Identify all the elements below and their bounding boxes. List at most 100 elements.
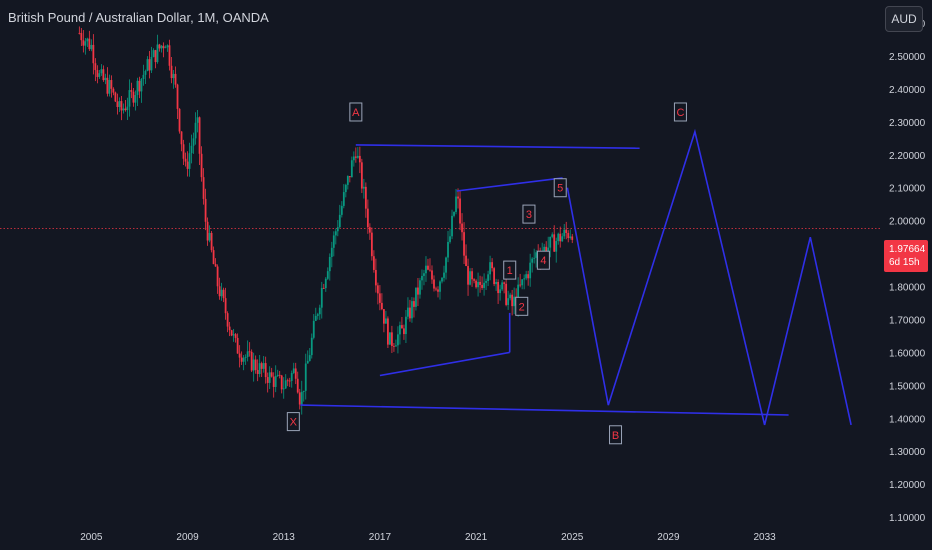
candle-body [409, 307, 411, 319]
y-tick-label: 1.80000 [889, 283, 926, 294]
x-tick-label: 2017 [369, 532, 392, 543]
wave-label-box [515, 296, 529, 316]
candle-body [200, 153, 203, 178]
candle-body [310, 337, 313, 356]
candle-body [304, 363, 307, 391]
currency-button[interactable]: AUD [885, 6, 923, 32]
wave-label-text: C [676, 107, 684, 119]
candle-body [214, 264, 217, 267]
candle-body [447, 241, 449, 258]
candle-body [126, 106, 129, 111]
candle-body [300, 391, 303, 405]
x-tick-label: 2009 [176, 532, 199, 543]
candle-body [208, 232, 211, 241]
candle-body [543, 246, 546, 253]
candle-body [529, 262, 532, 279]
x-tick-label: 2005 [80, 532, 103, 543]
y-tick-label: 2.20000 [889, 151, 926, 162]
candle-body [190, 145, 193, 154]
candle-body [306, 360, 309, 364]
candle-body [130, 90, 133, 92]
candle-body [491, 262, 493, 269]
wave-label-text: 1 [507, 265, 513, 277]
candle-body [451, 215, 453, 237]
candle-body [238, 353, 241, 358]
candle-body [302, 390, 305, 392]
candle-body [415, 287, 417, 307]
candle-body [374, 269, 377, 286]
wave-label-1: 1 [503, 260, 517, 280]
projected-path [566, 128, 852, 426]
candle-body [186, 161, 189, 169]
candle-body [236, 337, 239, 354]
wave-label-box [536, 250, 550, 270]
candle-body [499, 289, 502, 294]
candle-body [332, 235, 335, 248]
candle-body [112, 88, 115, 93]
candle-body [88, 38, 91, 50]
candle-body [312, 320, 315, 338]
candle-body [222, 289, 225, 299]
candle-body [421, 275, 423, 281]
y-tick-label: 1.30000 [889, 447, 926, 458]
candle-body [372, 256, 375, 270]
candle-body [220, 289, 223, 297]
candle-body [382, 309, 385, 324]
candle-body [387, 318, 389, 345]
candle-body [90, 44, 93, 50]
candle-body [324, 278, 327, 289]
candle-body [473, 279, 475, 281]
candle-body [489, 262, 491, 275]
candle-body [252, 359, 255, 371]
candle-body [513, 296, 516, 307]
candle-body [246, 351, 249, 357]
candle-body [445, 257, 447, 273]
candle-body [469, 271, 471, 285]
candle-body [571, 236, 574, 240]
y-tick-label: 1.40000 [889, 414, 926, 425]
candle-body [170, 65, 173, 79]
candle-body [120, 101, 123, 111]
candle-body [282, 388, 285, 390]
x-tick-label: 2013 [273, 532, 296, 543]
candle-body [358, 155, 361, 163]
candle-body [196, 117, 199, 123]
y-tick-label: 1.10000 [889, 513, 926, 524]
wave-label-text: 4 [540, 255, 546, 267]
candle-body [362, 186, 365, 189]
candle-body [380, 302, 383, 310]
candle-body [162, 45, 165, 49]
candle-body [511, 294, 514, 307]
candle-body [256, 370, 259, 374]
candle-body [403, 328, 405, 335]
candle-body [184, 158, 187, 162]
candle-body [366, 208, 369, 228]
y-tick-label: 1.50000 [889, 381, 926, 392]
candle-body [475, 280, 477, 288]
candle-body [194, 122, 197, 139]
candle-body [166, 45, 169, 48]
candle-body [124, 108, 127, 111]
candle-body [288, 380, 291, 382]
candle-body [146, 59, 149, 72]
y-tick-label: 2.00000 [889, 217, 926, 228]
candle-body [198, 117, 201, 154]
channel-top [456, 177, 563, 192]
candle-body [433, 279, 435, 289]
wave-label-box [349, 102, 363, 122]
candle-body [531, 258, 534, 263]
x-tick-label: 2025 [561, 532, 584, 543]
candle-body [316, 314, 319, 316]
candle-body [274, 375, 277, 387]
candle-body [160, 45, 163, 49]
candle-body [397, 334, 399, 346]
wave-label-c: C [673, 102, 687, 122]
candle-body [284, 380, 287, 389]
chart-title: British Pound / Australian Dollar, 1M, O… [8, 10, 269, 25]
candle-body [354, 156, 357, 158]
candle-body [567, 232, 570, 239]
candle-body [244, 356, 247, 358]
candle-body [268, 372, 271, 383]
x-tick-label: 2033 [753, 532, 776, 543]
